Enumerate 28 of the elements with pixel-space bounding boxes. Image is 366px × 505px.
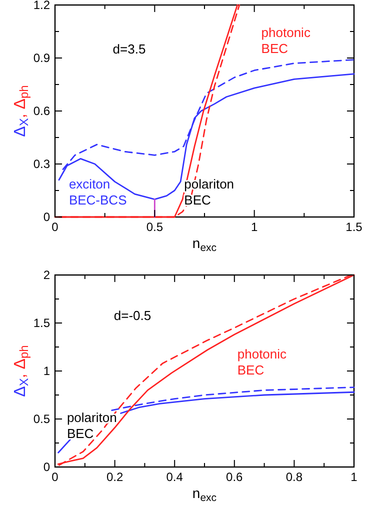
y-tick-label: 0.3 — [33, 157, 50, 171]
y-tick-label: 0.5 — [33, 412, 50, 426]
y-tick-label: 2 — [43, 268, 50, 282]
y-tick-label: 0 — [43, 210, 50, 224]
x-tick-label: 0 — [52, 220, 59, 234]
x-tick-label: 0.2 — [106, 470, 124, 484]
y-tick-label: 0 — [43, 460, 50, 474]
x-tick-label: 1.5 — [346, 220, 363, 234]
annotation: polariton BEC — [66, 410, 117, 441]
x-tick-label: 0 — [52, 470, 59, 484]
y-tick-label: 0.9 — [33, 51, 50, 65]
y-tick-label: 1 — [43, 364, 50, 378]
annotation: d=3.5 — [112, 42, 146, 57]
x-tick-label: 1 — [250, 220, 258, 234]
y-tick-label: 1.2 — [33, 0, 50, 12]
annotation: exciton BEC-BCS — [68, 176, 128, 208]
annotation: photonic BEC — [261, 24, 311, 56]
x-tick-label: 0.5 — [146, 220, 164, 234]
x-tick-label: 0.6 — [226, 470, 244, 484]
x-axis-title: n$_{exc}$ — [192, 235, 217, 254]
annotation: d=-0.5 — [114, 308, 152, 324]
x-tick-label: 0.4 — [166, 470, 184, 484]
y-tick-label: 0.6 — [33, 104, 50, 118]
x-tick-label: 0.8 — [286, 470, 303, 484]
x-tick-label: 1 — [350, 470, 358, 484]
annotation: photonic BEC — [237, 346, 288, 378]
x-axis-title: n$_{exc}$ — [192, 485, 217, 504]
y-tick-label: 1.5 — [33, 316, 50, 330]
